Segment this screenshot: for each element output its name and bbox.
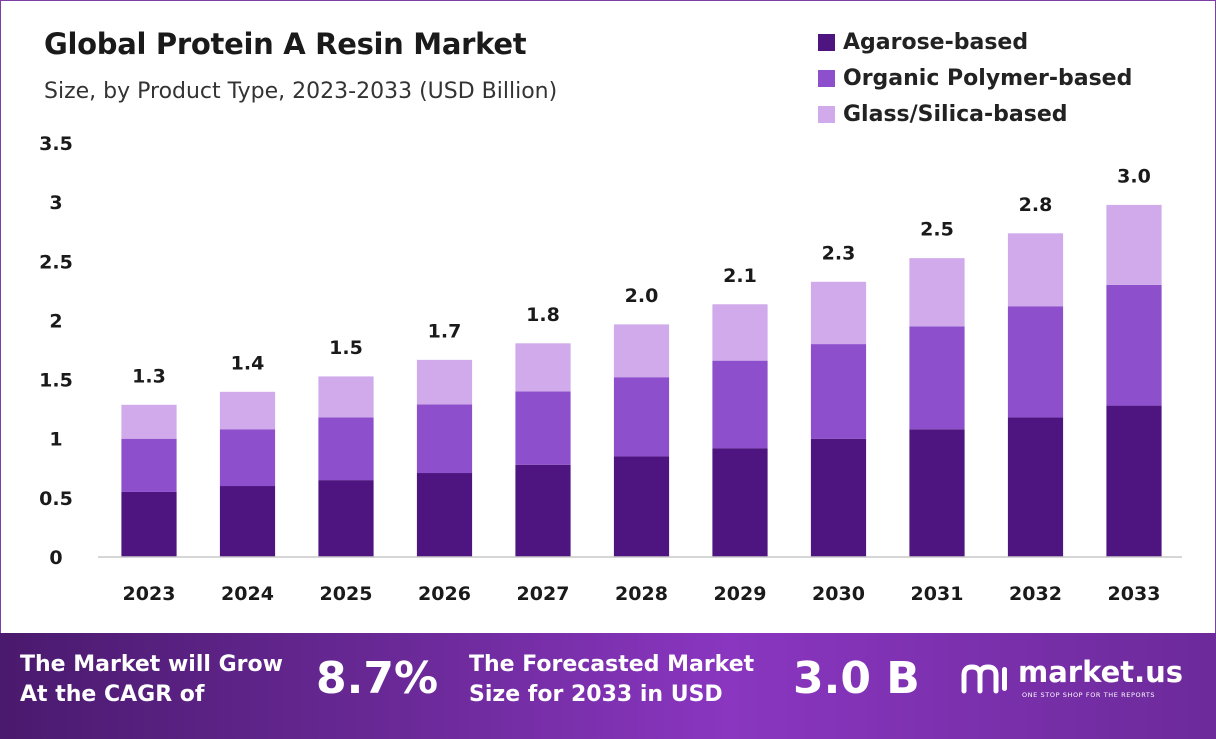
x-tick-label-2027: 2027 [517,583,570,605]
legend: Agarose-based Organic Polymer-based Glas… [818,24,1132,132]
cagr-text-line2: At the CAGR of [20,682,205,707]
stacked-bar-chart: 0 0.5 1 1.5 2 2.5 3 3.5 1.3 1.4 1.5 1.7 1.8 2.0 2.1 2.… [39,133,1182,605]
total-label-2026: 1.7 [428,320,462,342]
x-tick-label-2032: 2032 [1009,583,1062,605]
chart-title: Global Protein A Resin Market [44,27,527,61]
x-tick-label-2028: 2028 [615,583,668,605]
y-tick-label: 0 [49,547,62,569]
bar-organic-2026 [416,404,473,474]
bar-agarose-2027 [515,464,571,557]
bar-agarose-2030 [810,438,867,557]
total-label-2031: 2.5 [920,219,954,241]
forecast-text-line1: The Forecasted Market [469,652,755,677]
x-tick-label-2029: 2029 [714,583,767,605]
bar-organic-2025 [318,417,374,481]
bar-glass-2028 [613,323,670,378]
bar-organic-2033 [1106,284,1162,406]
y-tick-label: 1.5 [39,370,73,392]
bars [120,204,1163,558]
bar-agarose-2032 [1007,417,1064,557]
bar-glass-2027 [515,342,571,392]
x-tick-label-2031: 2031 [911,583,964,605]
legend-label-agarose: Agarose-based [843,29,1029,55]
bar-glass-2026 [416,359,473,405]
legend-label-glass: Glass/Silica-based [843,101,1068,127]
cagr-value: 8.7% [316,653,439,704]
bar-agarose-2024 [219,486,276,557]
total-label-2032: 2.8 [1019,194,1053,216]
total-label-2030: 2.3 [822,242,856,264]
legend-item-agarose: Agarose-based [818,24,1132,60]
logo-name: market.us [1018,655,1184,689]
bar-glass-2025 [318,376,374,418]
bar-organic-2032 [1007,306,1064,418]
x-tick-label-2024: 2024 [221,583,274,605]
bar-agarose-2028 [613,456,670,557]
legend-swatch-glass [818,105,835,123]
bar-agarose-2026 [416,473,473,557]
total-labels: 1.3 1.4 1.5 1.7 1.8 2.0 2.1 2.3 2.5 2.8 3.0 [132,166,1151,388]
bar-glass-2033 [1106,204,1162,285]
bar-glass-2032 [1007,232,1064,307]
chart-subtitle: Size, by Product Type, 2023-2033 (USD Bi… [44,79,558,104]
bar-organic-2031 [909,326,965,430]
total-label-2025: 1.5 [329,337,363,359]
bar-organic-2030 [810,344,867,439]
bar-organic-2023 [121,438,177,492]
legend-swatch-organic [818,69,835,87]
total-label-2033: 3.0 [1117,166,1151,188]
x-tick-label-2023: 2023 [123,583,176,605]
y-tick-label: 1 [49,429,62,451]
total-label-2029: 2.1 [723,265,757,287]
bar-agarose-2023 [121,491,177,557]
bar-organic-2024 [219,429,276,487]
bar-organic-2029 [712,360,768,449]
bar-glass-2029 [712,303,768,361]
total-label-2023: 1.3 [132,365,166,387]
y-tick-label: 3 [49,192,62,214]
forecast-value: 3.0 B [793,653,920,704]
total-label-2027: 1.8 [526,304,560,326]
bar-agarose-2029 [712,448,768,557]
x-axis-labels: 2023 2024 2025 2026 2027 2028 2029 2030 2031 2032… [123,583,1161,605]
forecast-text-line2: Size for 2033 in USD [469,682,723,707]
market-us-logo-icon [961,664,1007,694]
total-label-2024: 1.4 [231,352,265,374]
bar-glass-2024 [219,391,276,430]
y-tick-label: 3.5 [39,133,73,155]
x-tick-label-2030: 2030 [812,583,865,605]
bar-agarose-2033 [1106,405,1162,557]
bar-agarose-2031 [909,429,965,557]
y-tick-label: 2.5 [39,251,73,273]
bar-glass-2031 [909,257,965,327]
bar-glass-2030 [810,281,867,345]
legend-label-organic: Organic Polymer-based [843,65,1133,91]
y-tick-label: 0.5 [39,488,73,510]
logo-tagline: ONE STOP SHOP FOR THE REPORTS [1022,691,1156,699]
footer-banner: The Market will Grow At the CAGR of 8.7%… [0,633,1216,739]
y-axis-ticks: 0 0.5 1 1.5 2 2.5 3 3.5 [39,133,73,569]
bar-organic-2027 [515,391,571,465]
legend-item-glass: Glass/Silica-based [818,96,1132,132]
x-tick-label-2025: 2025 [320,583,373,605]
y-tick-label: 2 [49,310,62,332]
bar-organic-2028 [613,377,670,457]
bar-agarose-2025 [318,480,374,557]
x-tick-label-2033: 2033 [1108,583,1161,605]
x-tick-label-2026: 2026 [418,583,471,605]
cagr-text-line1: The Market will Grow [20,652,283,677]
legend-item-organic: Organic Polymer-based [818,60,1132,96]
total-label-2028: 2.0 [625,285,659,307]
legend-swatch-agarose [818,33,835,51]
bar-glass-2023 [121,404,177,439]
